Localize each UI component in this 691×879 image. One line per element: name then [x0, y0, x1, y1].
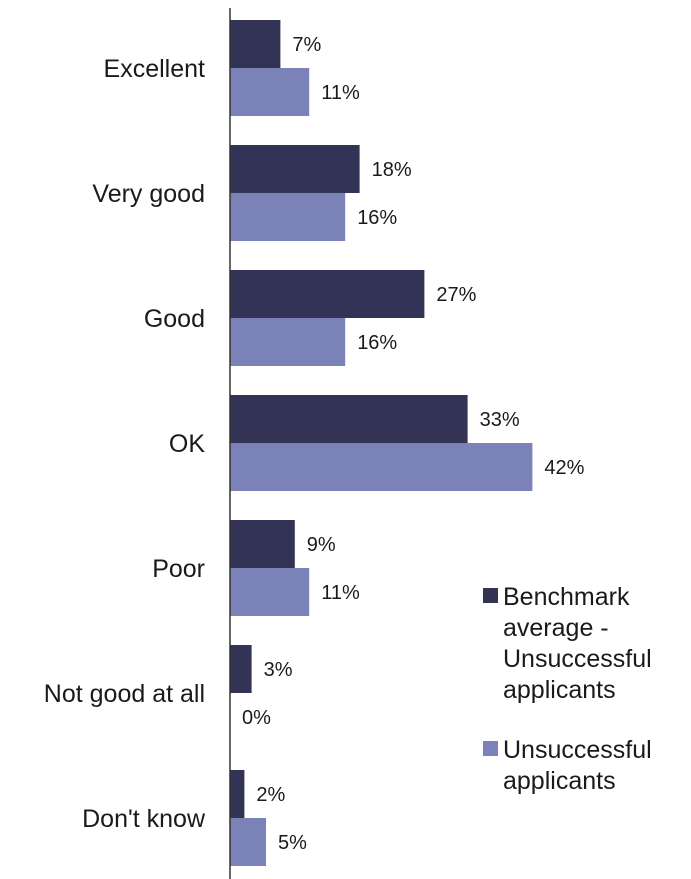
bar-poor-series-1 [230, 520, 295, 568]
value-label-ok-series-2: 42% [544, 457, 584, 479]
legend-swatch-series-1 [483, 588, 498, 603]
bar-excellent-series-1 [230, 20, 281, 68]
legend: Benchmark average -Unsuccessful applicants… [483, 583, 652, 795]
legend-label-series-2: Unsuccessful applicants [503, 736, 652, 795]
bar-don-t-know-series-1 [230, 770, 245, 818]
legend-swatch-series-2 [483, 741, 498, 756]
category-label-not-good-at-all: Not good at all [44, 680, 205, 708]
category-label-good: Good [144, 305, 205, 333]
category-label-don-t-know: Don't know [82, 805, 206, 833]
value-label-ok-series-1: 33% [480, 409, 520, 431]
bar-don-t-know-series-2 [230, 818, 266, 866]
value-label-good-series-2: 16% [357, 332, 397, 354]
labels-layer: Excellent 7% 11% Very good 18% 16% Good 27% 16% O… [44, 34, 585, 854]
category-label-poor: Poor [152, 555, 205, 583]
value-label-excellent-series-2: 11% [321, 82, 360, 104]
bar-very-good-series-1 [230, 145, 360, 193]
value-label-don-t-know-series-2: 5% [278, 832, 307, 854]
value-label-very-good-series-1: 18% [372, 159, 412, 181]
value-label-good-series-1: 27% [436, 284, 476, 306]
bar-ok-series-2 [230, 443, 533, 491]
category-label-very-good: Very good [92, 180, 205, 208]
bar-ok-series-1 [230, 395, 468, 443]
bar-not-good-at-all-series-1 [230, 645, 252, 693]
value-label-poor-series-2: 11% [321, 582, 360, 604]
category-label-excellent: Excellent [104, 55, 205, 83]
bar-good-series-1 [230, 270, 425, 318]
value-label-not-good-at-all-series-1: 3% [264, 659, 293, 681]
bar-poor-series-2 [230, 568, 310, 616]
bar-very-good-series-2 [230, 193, 346, 241]
legend-label-series-1: Benchmark average -Unsuccessful applicants [503, 583, 652, 704]
bar-excellent-series-2 [230, 68, 310, 116]
value-label-don-t-know-series-1: 2% [256, 784, 285, 806]
value-label-excellent-series-1: 7% [292, 34, 321, 56]
bar-good-series-2 [230, 318, 346, 366]
category-label-ok: OK [169, 430, 205, 458]
value-label-not-good-at-all-series-2: 0% [242, 707, 271, 729]
value-label-very-good-series-2: 16% [357, 207, 397, 229]
bars-layer [230, 20, 533, 866]
value-label-poor-series-1: 9% [307, 534, 336, 556]
